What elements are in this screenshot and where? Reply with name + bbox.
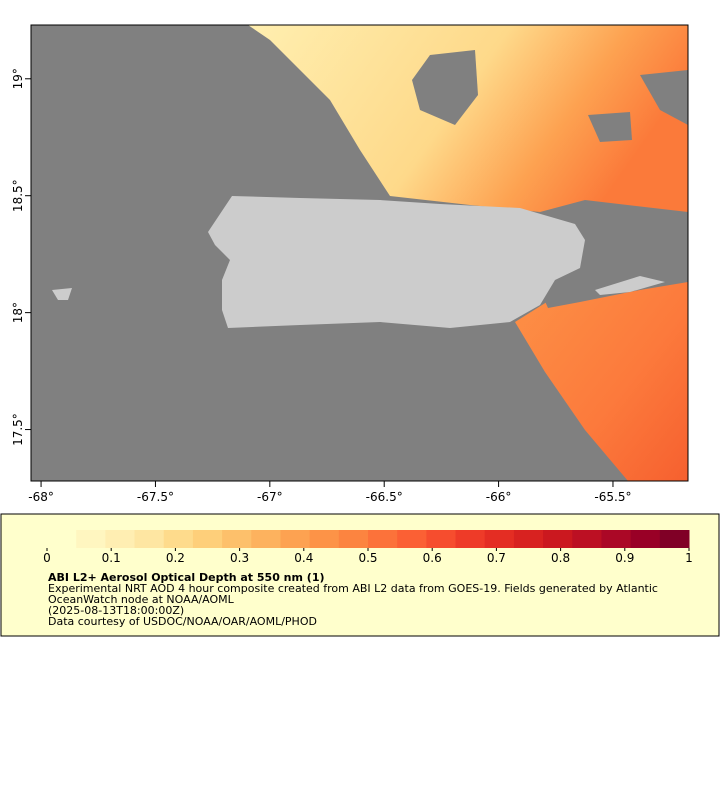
no-data-patch: [640, 70, 688, 125]
y-tick-label: 18.5°: [11, 179, 25, 212]
map-frame: [30, 24, 689, 482]
land-vieques: [595, 276, 665, 295]
caption-line: (2025-08-13T18:00:00Z): [48, 604, 184, 617]
colorbar-swatch: [455, 530, 486, 548]
x-tick-label: -68°: [28, 490, 54, 504]
colorbar-tick-label: 0.8: [551, 551, 570, 565]
colorbar-swatch: [134, 530, 165, 548]
colorbar-swatch: [251, 530, 281, 548]
colorbar-swatch: [484, 530, 515, 548]
colorbar-swatch: [309, 530, 340, 548]
colorbar-tick-label: 0.2: [166, 551, 185, 565]
colorbar-swatch: [47, 530, 77, 548]
no-data-patch: [540, 250, 688, 308]
x-tick-label: -67°: [257, 490, 283, 504]
x-tick-label: -66.5°: [366, 490, 403, 504]
colorbar-tick-label: 0.6: [423, 551, 442, 565]
map-raster: [31, 25, 688, 481]
land-puerto-rico: [208, 196, 585, 328]
y-tick-label: 19°: [11, 68, 25, 89]
colorbar-tick-label: 0.3: [230, 551, 249, 565]
colorbar-tick-label: 1: [685, 551, 693, 565]
colorbar-tick-label: 0.7: [487, 551, 506, 565]
x-tick-label: -66°: [486, 490, 512, 504]
colorbar-swatch: [601, 530, 632, 548]
colorbar-tick-label: 0.5: [358, 551, 377, 565]
colorbar-swatch: [222, 530, 252, 548]
caption-line: Data courtesy of USDOC/NOAA/OAR/AOML/PHO…: [48, 615, 317, 628]
y-tick-label: 17.5°: [11, 413, 25, 446]
colorbar-swatch: [513, 530, 544, 548]
colorbar-swatch: [630, 530, 661, 548]
x-tick-label: -67.5°: [137, 490, 174, 504]
colorbar-swatch: [338, 530, 369, 548]
colorbar-swatch: [543, 530, 573, 548]
colorbar-tick-label: 0.1: [102, 551, 121, 565]
colorbar-swatch: [426, 530, 457, 548]
colorbar-swatch: [397, 530, 427, 548]
aod-field-south: [515, 258, 688, 481]
no-data-patch: [588, 112, 632, 142]
colorbar-swatch: [280, 530, 311, 548]
colorbar-swatch: [659, 530, 690, 548]
colorbar-swatch: [105, 530, 136, 548]
colorbar-swatch: [572, 530, 602, 548]
land-mona: [52, 288, 72, 300]
caption-line: Experimental NRT AOD 4 hour composite cr…: [48, 582, 658, 595]
colorbar-tick-label: 0.4: [294, 551, 313, 565]
colorbar-swatch: [192, 530, 223, 548]
caption-title: ABI L2+ Aerosol Optical Depth at 550 nm …: [48, 571, 325, 584]
no-data-patch: [412, 50, 478, 125]
colorbar-swatch: [76, 530, 106, 548]
x-tick-label: -65.5°: [594, 490, 631, 504]
colorbar-tick-label: 0: [43, 551, 51, 565]
y-tick-label: 18°: [11, 302, 25, 323]
colorbar-swatch: [163, 530, 194, 548]
aod-field-north: [248, 25, 688, 212]
colorbar-swatch: [368, 530, 398, 548]
colorbar-tick-label: 0.9: [615, 551, 634, 565]
caption-line: OceanWatch node at NOAA/AOML: [48, 593, 235, 606]
